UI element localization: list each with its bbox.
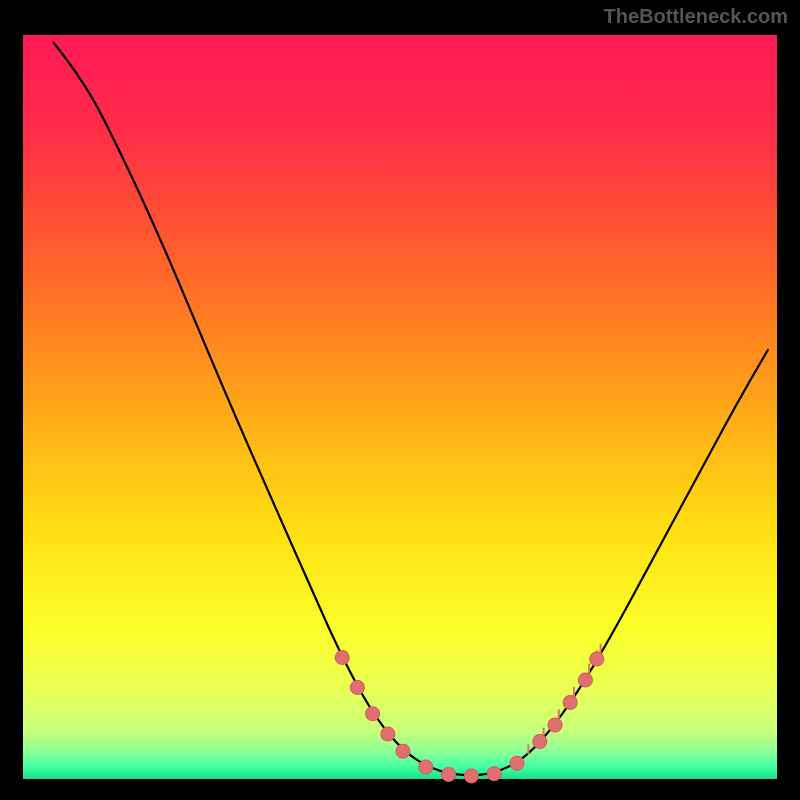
plot-svg — [23, 35, 783, 785]
valley-marker — [381, 727, 395, 741]
valley-marker — [366, 707, 380, 721]
valley-marker — [350, 681, 364, 695]
valley-marker — [487, 767, 501, 781]
valley-marker — [563, 696, 577, 710]
watermark: TheBottleneck.com — [604, 6, 788, 29]
valley-marker — [396, 744, 410, 758]
valley-marker — [335, 651, 349, 665]
plot-frame — [20, 32, 780, 782]
valley-marker — [464, 769, 478, 783]
valley-marker — [590, 652, 604, 666]
valley-marker — [548, 718, 562, 732]
valley-marker — [533, 735, 547, 749]
valley-marker — [578, 673, 592, 687]
valley-marker — [419, 760, 433, 774]
bottleneck-curve — [53, 43, 767, 776]
valley-marker — [510, 756, 524, 770]
valley-markers — [335, 651, 604, 784]
valley-marker — [442, 768, 456, 782]
